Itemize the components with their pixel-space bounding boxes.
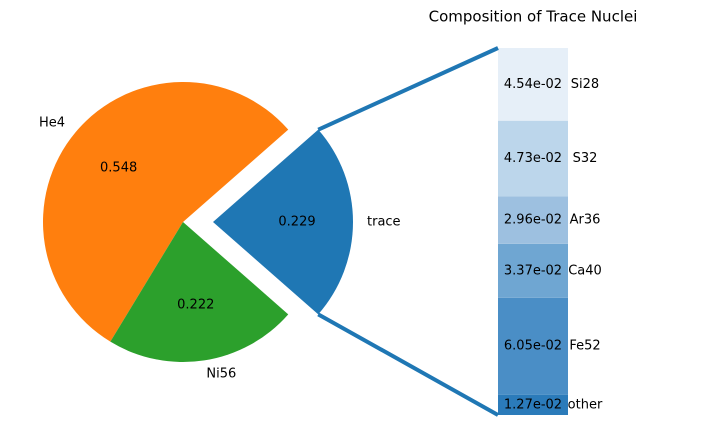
bar-segment — [498, 394, 568, 415]
bar-value-label: 1.27e-02 — [504, 397, 562, 412]
pie-wedge — [213, 129, 354, 315]
pie-label: He4 — [39, 116, 65, 131]
pie-wedge — [43, 82, 289, 342]
chart-title: Composition of Trace Nuclei — [429, 8, 638, 26]
pie-label: trace — [367, 215, 401, 230]
bar-segment — [498, 48, 568, 121]
pie-value-label: 0.222 — [177, 298, 214, 313]
bar-category-label: Ar36 — [570, 213, 601, 228]
pie-wedge — [110, 222, 289, 362]
bar-category-label: other — [568, 397, 603, 412]
bar-category-label: S32 — [573, 151, 598, 166]
pie-value-label: 0.229 — [278, 215, 315, 230]
bar-value-label: 6.05e-02 — [504, 339, 562, 354]
pie-label: Ni56 — [206, 367, 236, 382]
bar-segment — [498, 196, 568, 244]
bar-category-label: Fe52 — [569, 339, 600, 354]
bar-value-label: 4.54e-02 — [504, 77, 562, 92]
bar-value-label: 3.37e-02 — [504, 263, 562, 278]
bar-category-label: Ca40 — [568, 263, 602, 278]
bar-segment — [498, 120, 568, 197]
bar-category-label: Si28 — [571, 77, 599, 92]
connector-line — [317, 312, 499, 417]
pie-value-label: 0.548 — [100, 161, 137, 176]
bar-segment — [498, 243, 568, 298]
connector-line — [317, 46, 499, 132]
bar-value-label: 2.96e-02 — [504, 213, 562, 228]
bar-value-label: 4.73e-02 — [504, 151, 562, 166]
bar-segment — [498, 297, 568, 395]
